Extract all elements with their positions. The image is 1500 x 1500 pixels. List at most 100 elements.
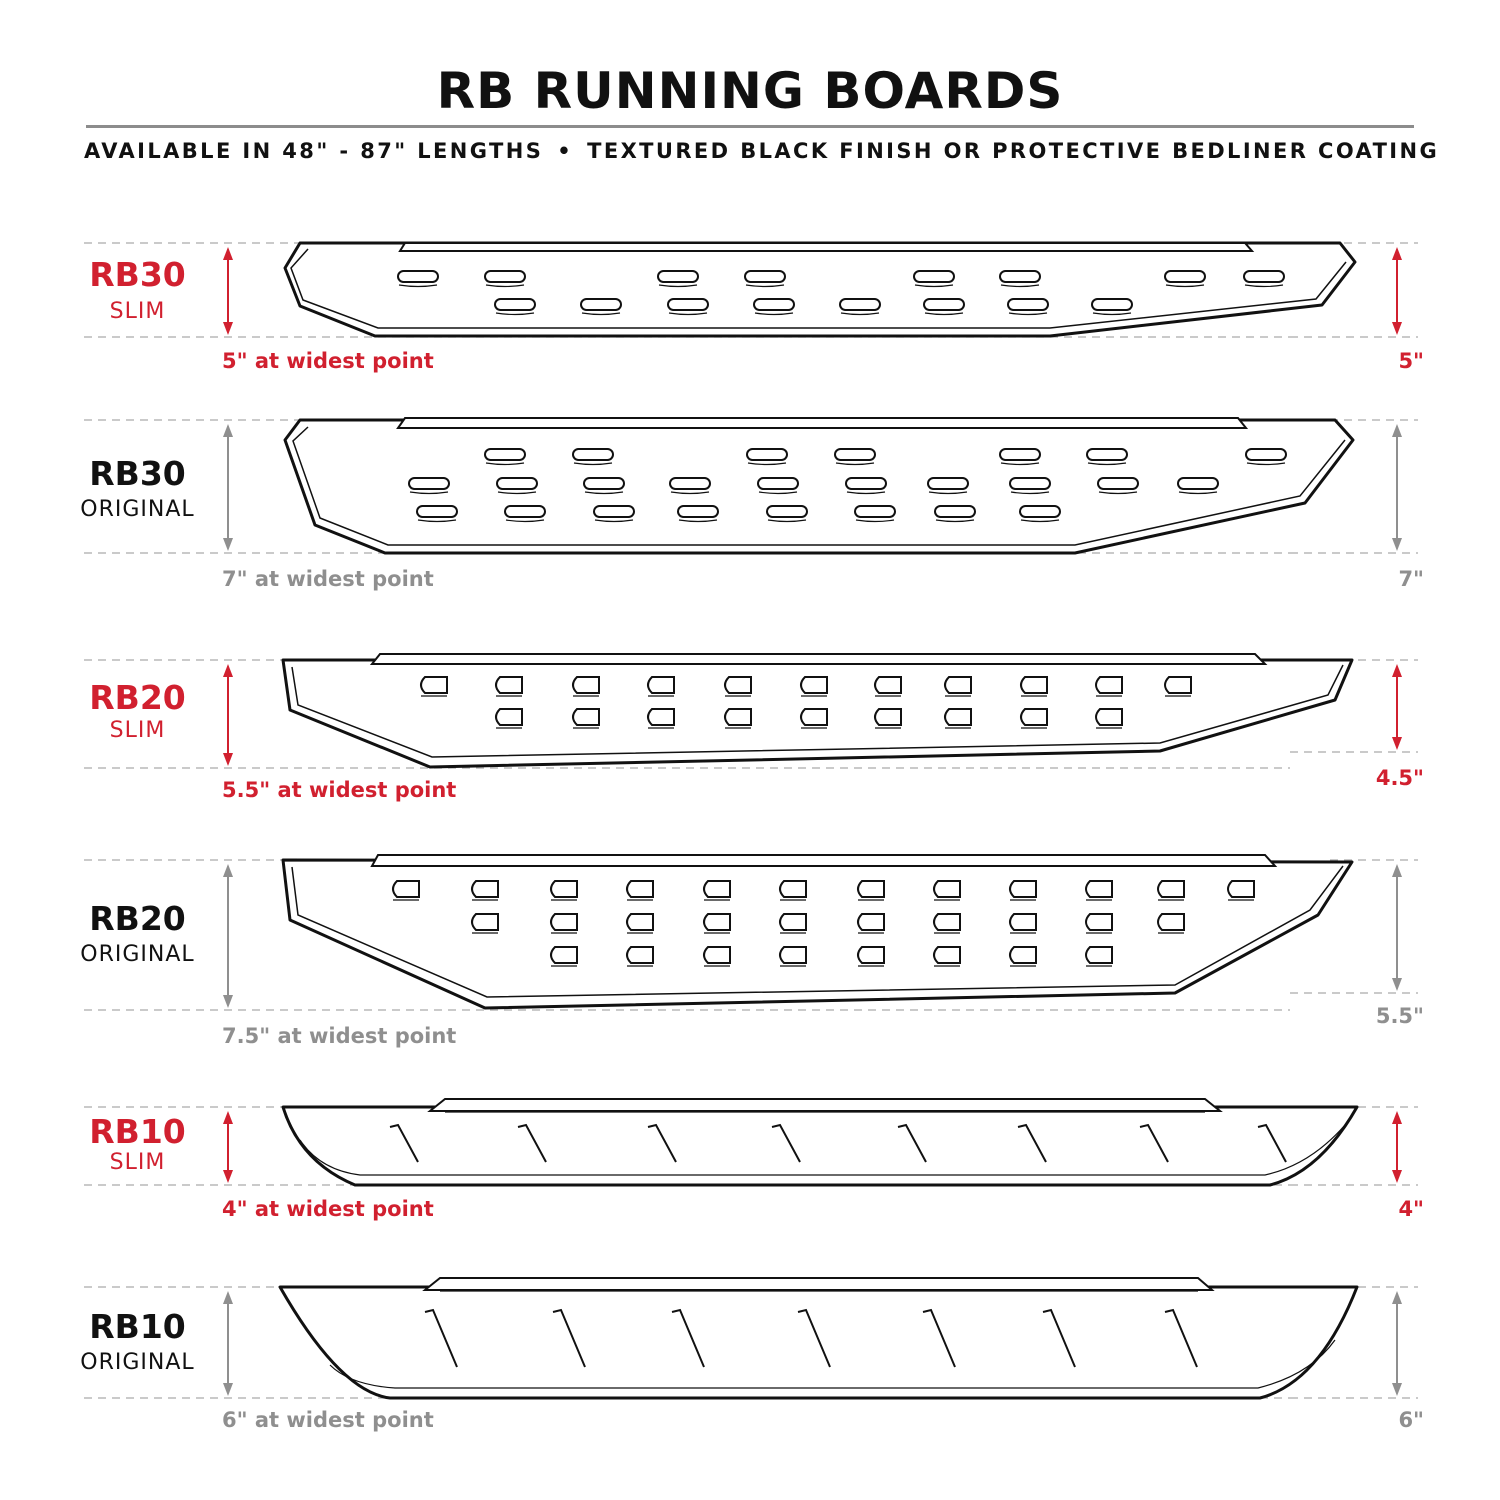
dimension-arrow-left-head-top [223,424,233,437]
slot [753,298,795,311]
tread-slot [1085,913,1113,931]
rb10-slim-board [281,1105,1359,1187]
dimension-arrow-right-head-top [1392,1291,1402,1304]
top-step-strip [369,653,1268,665]
slot [416,505,458,518]
slot [669,477,711,490]
slot [677,505,719,518]
slot [757,477,799,490]
tread-slot [724,708,752,726]
slot [1245,448,1287,461]
slot [484,448,526,461]
tread-slot [626,913,654,931]
slot-shadow [670,491,710,495]
slot-shadow [581,312,621,316]
rb10-original-board [278,1285,1359,1400]
tread-slash [797,1308,831,1368]
slot-shadow [754,312,794,316]
slot [1091,298,1133,311]
tread-slash [771,1123,801,1163]
model-name: RB20 [89,678,186,717]
tread-slot [779,913,807,931]
slot [484,270,526,283]
subtitle-lengths: AVAILABLE IN 48" - 87" LENGTHS [84,139,544,163]
tread-slot [550,946,578,964]
subtitle: AVAILABLE IN 48" - 87" LENGTHS • TEXTURED … [84,139,1439,163]
board-inner-edge [329,1339,1336,1389]
slot [927,477,969,490]
tread-slot [703,880,731,898]
top-step-strip [396,417,1249,429]
dimension-arrow-right-head-bottom [1392,1383,1402,1396]
page-title: RB RUNNING BOARDS [436,62,1064,120]
tread-slot [800,676,828,694]
separator-dot: • [557,139,574,163]
model-variant: ORIGINAL [80,497,195,522]
tread-slot [933,946,961,964]
widest-point-label: 6" at widest point [222,1408,434,1432]
slot-shadow [758,491,798,495]
tread-slot [1009,880,1037,898]
slot [667,298,709,311]
slot-shadow [1000,462,1040,466]
tread-slash [671,1308,705,1368]
slot [408,477,450,490]
end-height-label: 4.5" [1375,766,1424,790]
slot [580,298,622,311]
tread-slot [647,708,675,726]
slot-shadow [1010,491,1050,495]
tread-slot [857,913,885,931]
dimension-arrow-right-head-top [1392,1111,1402,1124]
tread-slot [703,913,731,931]
tread-slot [471,880,499,898]
dimension-arrow-left-head-bottom [223,995,233,1008]
top-step-strip [427,1098,1223,1112]
tread-slash [389,1123,419,1163]
tread-slot [1227,880,1255,898]
tread-slot [1009,913,1037,931]
slot-shadow [924,312,964,316]
slot [657,270,699,283]
end-height-label: 5.5" [1375,1004,1424,1028]
slot-shadow [928,491,968,495]
tread-slot [572,708,600,726]
dimension-arrow-right-head-bottom [1392,1170,1402,1183]
board-inner-edge [299,1124,1346,1176]
end-height-label: 7" [1398,567,1424,591]
dimension-arrow-left-head-top [223,664,233,677]
slot-shadow [1246,462,1286,466]
rb30-original-board [283,418,1355,555]
slot [1009,477,1051,490]
tread-slot [471,913,499,931]
tread-slash [1139,1123,1169,1163]
dimension-arrow-left-head-bottom [223,538,233,551]
model-variant: SLIM [109,299,166,324]
dimension-arrow-right-head-bottom [1392,538,1402,551]
tread-slot [944,708,972,726]
slot [1007,298,1049,311]
slot-shadow [1092,312,1132,316]
slot [397,270,439,283]
slot [1177,477,1219,490]
board-inner-edge [291,664,1344,758]
model-variant: ORIGINAL [80,1350,195,1375]
model-name: RB10 [89,1112,186,1151]
dimension-arrow-right-head-top [1392,864,1402,877]
model-variant: SLIM [109,1150,166,1175]
tread-slash [1042,1308,1076,1368]
slot [1097,477,1139,490]
slot-shadow [485,462,525,466]
tread-slot [392,880,420,898]
tread-slash [424,1308,458,1368]
dimension-arrow-left-head-bottom [223,1170,233,1183]
tread-slot [1095,708,1123,726]
tread-slot [874,708,902,726]
dimension-arrow-left-head-bottom [223,753,233,766]
slot-shadow [1000,284,1040,288]
end-height-label: 4" [1398,1197,1424,1221]
top-step-strip [422,1277,1215,1291]
dimension-arrow-right-head-top [1392,664,1402,677]
tread-slot [550,913,578,931]
tread-slot [1009,946,1037,964]
